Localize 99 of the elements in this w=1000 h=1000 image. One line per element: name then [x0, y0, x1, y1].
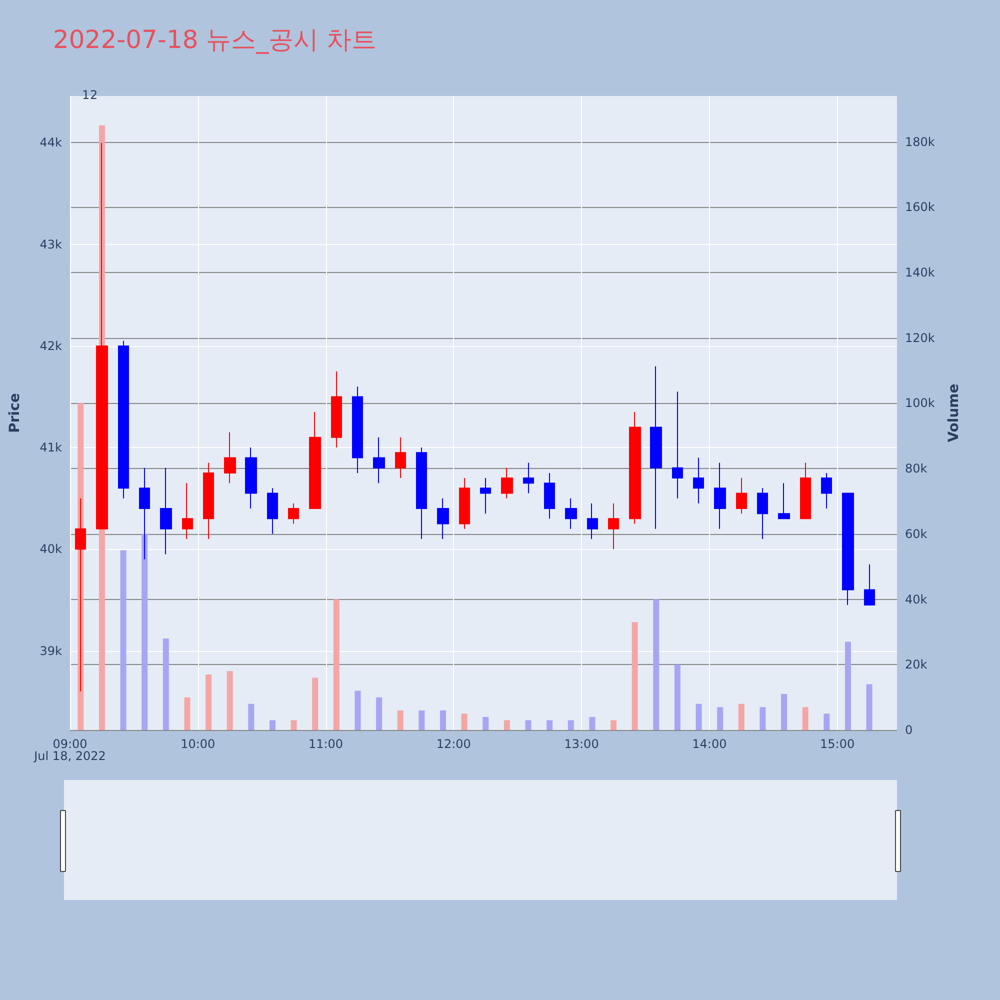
candlestick — [245, 447, 257, 510]
x-tick-label: 12:00 — [436, 737, 471, 751]
candlestick — [267, 488, 278, 534]
bar — [482, 716, 489, 730]
bar — [568, 720, 574, 730]
x-tick-label: 15:00 — [820, 737, 855, 751]
candlestick — [309, 411, 321, 510]
y-tick-label: 40k — [40, 542, 62, 556]
bar — [440, 710, 446, 730]
candlestick — [864, 564, 875, 606]
bar — [674, 664, 680, 730]
y-tick-label: 39k — [40, 644, 62, 658]
bar — [226, 671, 233, 730]
candlestick — [203, 462, 214, 540]
y-tick-label: 42k — [40, 338, 62, 353]
y2-tick-label: 160k — [905, 200, 935, 214]
bar — [696, 704, 702, 730]
candlestick — [693, 457, 704, 504]
x-tick-label: 09:00 Jul 18, 2022 — [33, 737, 106, 763]
x-tick-label: 11:00 — [308, 737, 344, 751]
candlestick — [778, 482, 790, 520]
bar — [504, 720, 510, 730]
y2-tick-label: 100k — [905, 396, 935, 410]
candlestick — [842, 492, 854, 606]
y-tick-label: 44k — [40, 136, 62, 150]
bar — [525, 720, 532, 730]
candlestick — [821, 472, 832, 510]
bar — [290, 720, 297, 730]
candlestick — [523, 462, 534, 494]
annotation: 2 — [90, 88, 98, 102]
bar — [760, 707, 766, 730]
x-tick-label: 10:00 — [180, 737, 216, 751]
y2-tick-label: 120k — [905, 330, 935, 345]
bar — [162, 638, 169, 730]
candlestick — [331, 370, 342, 448]
bar — [781, 694, 788, 730]
bar — [866, 684, 872, 730]
bar — [206, 674, 212, 730]
bar — [589, 716, 596, 730]
candlestick — [416, 447, 427, 540]
y2-tick-label: 40k — [905, 592, 928, 606]
bar — [269, 720, 276, 730]
candlestick — [288, 502, 299, 524]
candlestick — [352, 386, 363, 474]
y2-tick-label: 80k — [905, 462, 928, 476]
candlestick — [587, 502, 598, 540]
bar — [546, 720, 553, 730]
candlestick — [629, 411, 641, 524]
candlestick — [395, 436, 406, 479]
candlestick — [672, 391, 683, 499]
candlestick — [224, 432, 236, 484]
annotation: 1 — [82, 88, 90, 102]
candlestick — [565, 498, 577, 530]
chart-title: 2022-07-18 뉴스_공시 차트 — [53, 25, 377, 54]
candlestick — [544, 472, 555, 520]
y2-tick-label: 60k — [905, 526, 928, 541]
bar — [120, 550, 126, 730]
candlestick — [182, 482, 193, 540]
y2-tick-label: 0 — [905, 723, 913, 737]
candlestick — [501, 467, 513, 499]
candlestick — [800, 462, 811, 520]
bar — [610, 720, 617, 730]
bar — [653, 599, 660, 730]
candlestick — [480, 478, 491, 514]
candlestick — [437, 498, 449, 540]
bar — [418, 710, 425, 730]
bar — [461, 714, 468, 730]
bar — [632, 622, 638, 730]
bar — [717, 707, 724, 730]
y-tick-label: 43k — [40, 237, 62, 252]
candlestick — [757, 488, 768, 540]
bar — [248, 704, 254, 730]
bar — [738, 704, 744, 730]
candlestick — [736, 478, 747, 514]
candlestick — [608, 502, 619, 550]
candlestick — [373, 436, 385, 484]
candlestick — [650, 366, 662, 530]
y2-tick-label: 20k — [905, 658, 928, 672]
candlestick — [118, 340, 129, 499]
candlestick — [160, 467, 172, 555]
x-tick-label: 13:00 — [564, 737, 599, 751]
bar — [142, 534, 148, 730]
x-tick-label: 14:00 — [692, 737, 727, 751]
bar — [844, 642, 851, 730]
bar — [184, 697, 190, 730]
bar — [802, 707, 808, 730]
y-axis-title: Price — [7, 393, 23, 433]
bar — [397, 710, 404, 730]
y2-tick-label: 140k — [905, 265, 935, 280]
y-tick-label: 41k — [40, 440, 62, 455]
bar — [376, 697, 382, 730]
bar — [333, 599, 340, 730]
bar — [354, 690, 361, 730]
y2-axis-title: Volume — [946, 384, 962, 442]
bar — [312, 678, 318, 730]
y2-tick-label: 180k — [905, 134, 935, 149]
candlestick — [714, 462, 726, 530]
candlestick — [459, 478, 470, 530]
bar — [824, 714, 830, 730]
